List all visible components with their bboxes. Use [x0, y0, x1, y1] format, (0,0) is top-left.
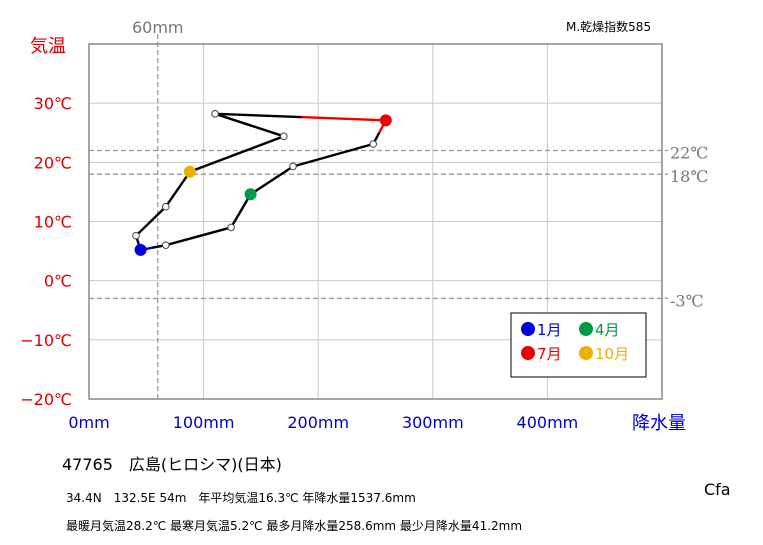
dryness-index: M.乾燥指数585: [566, 20, 652, 34]
path-segment: [291, 154, 335, 168]
y-tick-label: −10℃: [20, 331, 72, 350]
path-segment: [270, 165, 295, 182]
ref-label-60mm: 60mm: [132, 18, 184, 37]
x-tick-label: 300mm: [402, 413, 464, 432]
legend-marker: [579, 322, 593, 336]
month-point-7: [379, 114, 392, 127]
month-points: [132, 110, 392, 256]
x-tick-label: 100mm: [173, 413, 235, 432]
y-axis-title: 気温: [30, 36, 66, 57]
station-info-line1: 34.4N 132.5E 54m 年平均気温16.3℃ 年降水量1537.6mm: [66, 491, 416, 505]
path-segment: [235, 135, 286, 156]
legend-marker: [521, 322, 535, 336]
legend-marker: [579, 346, 593, 360]
path-segment: [213, 112, 251, 127]
month-point-1: [134, 243, 147, 256]
ref-label-temp: 22℃: [670, 144, 708, 163]
y-tick-label: 20℃: [34, 153, 72, 172]
x-tick-label: 0mm: [68, 413, 109, 432]
path-segment: [331, 142, 375, 157]
x-tick-label: 200mm: [287, 413, 349, 432]
x-axis-title: 降水量: [632, 413, 686, 434]
path-segment: [213, 112, 302, 119]
legend-label: 7月: [537, 345, 562, 363]
station-name: 47765 広島(ヒロシマ)(日本): [62, 455, 282, 474]
path-segment: [188, 152, 239, 174]
plot-border: [88, 43, 663, 400]
month-point-2: [161, 241, 170, 249]
legend-label: 1月: [537, 321, 562, 339]
x-tick-label: 400mm: [517, 413, 579, 432]
month-point-12: [132, 231, 140, 240]
path-segment: [197, 226, 233, 238]
legend-box: [510, 312, 647, 378]
legend: 1月 4月 7月 10月: [510, 312, 647, 378]
grid-lines: [89, 43, 662, 399]
month-point-5: [289, 162, 297, 171]
path-segment: [248, 123, 286, 138]
ref-label-temp: 18℃: [670, 167, 708, 186]
month-point-9: [280, 132, 288, 141]
climate-classification: Cfa: [704, 480, 731, 499]
month-point-11: [161, 202, 170, 211]
legend-label: 10月: [595, 345, 629, 363]
y-tick-label: 10℃: [34, 213, 72, 232]
station-info-line2: 最暖月気温28.2℃ 最寒月気温5.2℃ 最多月降水量258.6mm 最少月降水…: [66, 519, 523, 533]
month-point-3: [227, 223, 235, 232]
y-tick-label: 30℃: [34, 94, 72, 113]
y-tick-label: 0℃: [44, 272, 72, 291]
month-point-8: [211, 110, 219, 118]
plot-frame: [88, 43, 663, 400]
path-segment: [164, 235, 200, 247]
legend-label: 4月: [595, 321, 620, 339]
ref-label-temp: -3℃: [670, 291, 703, 310]
month-point-10: [183, 165, 196, 178]
month-point-4: [244, 188, 257, 201]
y-tick-label: −20℃: [20, 390, 72, 409]
legend-marker: [521, 346, 535, 360]
path-segment: [299, 115, 388, 122]
month-point-6: [369, 140, 378, 148]
tick-labels: −20℃ −10℃ 0℃ 10℃ 20℃ 30℃ 0mm 100mm 200mm 300mm 400…: [20, 94, 578, 432]
